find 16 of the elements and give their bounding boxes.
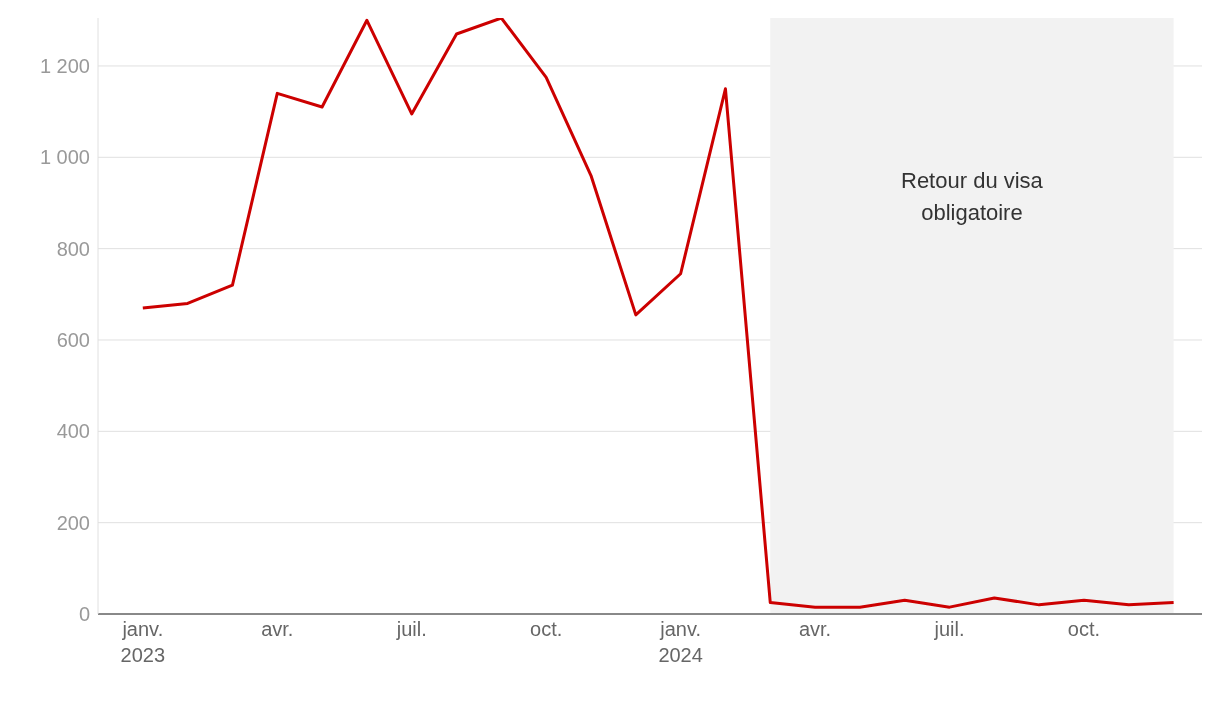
- x-tick-label: oct.: [530, 618, 563, 640]
- y-tick-label: 200: [56, 511, 90, 534]
- y-tick-label: 800: [56, 237, 90, 260]
- y-tick-label: 400: [56, 420, 90, 443]
- y-tick-label: 600: [56, 329, 90, 352]
- y-tick-label: 1 000: [39, 146, 90, 169]
- x-tick-label: avr.: [261, 618, 294, 640]
- x-tick-label: oct.: [1067, 618, 1101, 640]
- band-label: Retour du visa obligatoire: [901, 168, 1044, 225]
- x-tick-label: juil.: [395, 618, 427, 640]
- x-tick-label: janv. 2023: [120, 618, 166, 666]
- y-tick-label: 1 200: [39, 55, 90, 78]
- x-tick-label: avr.: [798, 618, 832, 640]
- y-tick-label: 0: [78, 603, 90, 626]
- x-tick-label: juil.: [933, 618, 965, 640]
- x-tick-label: janv. 2024: [658, 618, 703, 666]
